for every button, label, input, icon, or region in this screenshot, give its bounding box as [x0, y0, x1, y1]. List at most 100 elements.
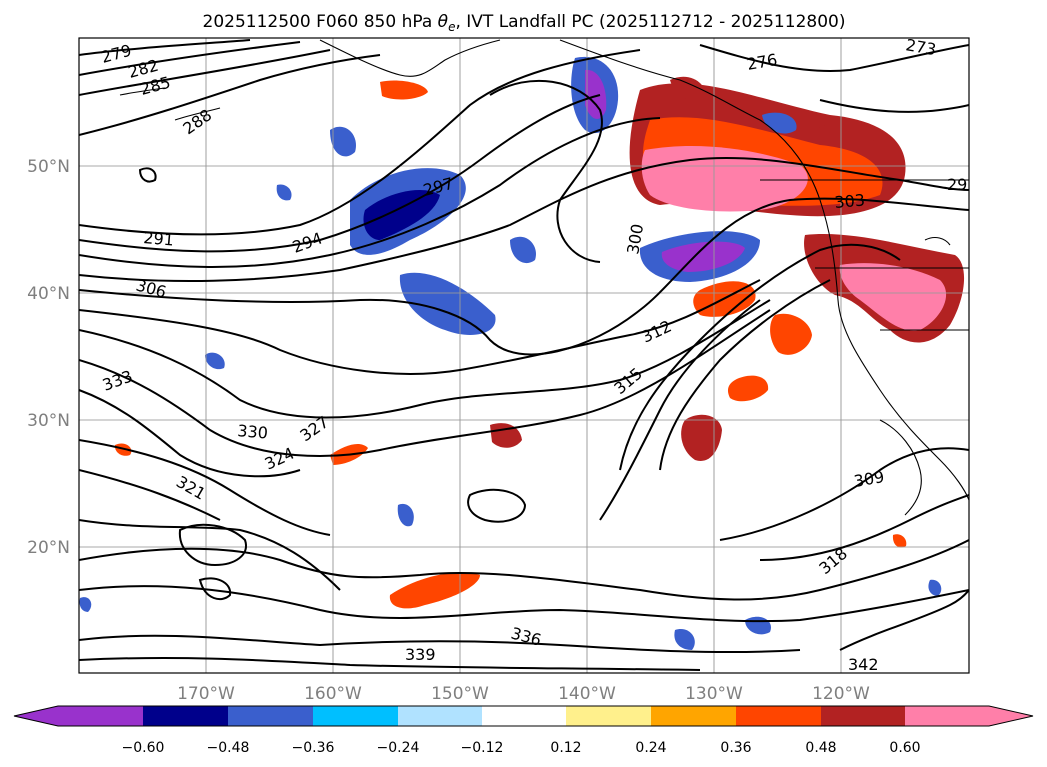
colorbar-segment: [651, 706, 736, 726]
colorbar-extend-low: [14, 706, 58, 726]
negative-anomaly-region: [397, 503, 414, 527]
contour-label: 29: [947, 175, 967, 194]
lon-label-130w: 130°W: [685, 684, 743, 704]
contour-line: [79, 94, 601, 253]
colorbar-segment: [143, 706, 228, 726]
contour-line: [79, 49, 641, 236]
contour-line: [719, 447, 969, 541]
title-suffix: , IVT Landfall PC (2025112712 - 20251128…: [455, 12, 845, 32]
positive-anomaly-region: [490, 423, 522, 448]
negative-anomaly-region: [399, 272, 496, 335]
contour-label: 273: [904, 35, 937, 59]
title-theta-symbol: θ: [438, 12, 449, 32]
contour-line: [489, 79, 603, 263]
positive-anomaly-region: [389, 572, 480, 609]
contour-line: [79, 54, 381, 136]
contour-line: [79, 279, 761, 375]
lon-label-150w: 150°W: [431, 684, 489, 704]
lat-label-40n: 40°N: [27, 284, 70, 304]
negative-anomaly-region: [276, 184, 292, 201]
contour-line: [79, 157, 969, 283]
contour-label: 342: [848, 655, 879, 674]
gridlines: [79, 38, 969, 673]
coastline: [879, 419, 922, 516]
contour-line: [619, 243, 901, 471]
colorbar-segment: [736, 706, 821, 726]
colorbar: −0.60 −0.48 −0.36 −0.24 −0.12 0.12 0.24 …: [13, 705, 1034, 756]
latitude-labels: 20°N 30°N 40°N 50°N: [27, 157, 70, 558]
colorbar-segment: [398, 706, 482, 726]
contour-line: [659, 279, 831, 471]
colorbar-segment: [566, 706, 651, 726]
colorbar-segment: [482, 706, 566, 726]
colorbar-outline: [13, 705, 1034, 727]
negative-anomaly-region: [661, 241, 745, 272]
contour-line: [79, 439, 331, 536]
coastline: [174, 107, 221, 121]
positive-anomaly-region: [815, 122, 880, 144]
negative-anomaly-region: [585, 69, 607, 120]
contour-label: 330: [237, 421, 269, 443]
negative-anomaly-region: [205, 352, 225, 370]
coastline: [924, 236, 951, 246]
positive-anomaly-region: [839, 263, 947, 331]
contour-line: [178, 523, 247, 567]
shading-layer: [79, 56, 965, 650]
contour-line: [79, 49, 331, 96]
colorbar-segment: [228, 706, 313, 726]
title-theta-subscript: e: [448, 20, 455, 34]
positive-anomaly-region: [380, 80, 428, 100]
colorbar-tick-label: 0.48: [805, 740, 836, 756]
colorbar-segment: [821, 706, 905, 726]
positive-anomaly-region: [670, 76, 706, 102]
lon-label-160w: 160°W: [304, 684, 362, 704]
colorbar-segment: [905, 706, 989, 726]
contour-line: [79, 39, 251, 56]
contour-line: [138, 167, 157, 183]
negative-anomaly-region: [928, 579, 942, 596]
contour-line: [759, 494, 969, 561]
negative-anomaly-region: [79, 597, 92, 612]
title-prefix: 2025112500 F060 850 hPa: [203, 12, 438, 32]
positive-anomaly-region: [770, 313, 812, 355]
contour-line: [79, 656, 701, 671]
coastline: [319, 39, 501, 77]
contour-label: 291: [143, 228, 175, 250]
colorbar-tick-label: −0.36: [292, 740, 335, 756]
colorbar-tick-label: −0.12: [461, 740, 504, 756]
negative-anomaly-region: [363, 190, 440, 240]
contour-line: [467, 488, 527, 523]
colorbar-segment: [313, 706, 398, 726]
longitude-labels: 170°W 160°W 150°W 140°W 130°W 120°W: [177, 684, 870, 704]
lon-label-140w: 140°W: [558, 684, 616, 704]
lat-label-50n: 50°N: [27, 157, 70, 177]
contour-line: [79, 309, 771, 457]
contour-label: 339: [405, 645, 436, 664]
colorbar-tick-label: −0.60: [122, 740, 165, 756]
negative-anomaly-region: [674, 629, 695, 650]
positive-anomaly-region: [892, 534, 907, 548]
negative-anomaly-region: [510, 236, 536, 264]
figure-title: 2025112500 F060 850 hPa θe, IVT Landfall…: [203, 12, 846, 34]
colorbar-tick-label: 0.24: [635, 740, 666, 756]
colorbar-tick-label: 0.36: [720, 740, 751, 756]
contour-line: [79, 117, 661, 268]
contour-line: [79, 389, 301, 478]
contour-line: [79, 41, 301, 76]
contour-line: [79, 539, 969, 601]
contour-label: 303: [834, 190, 866, 212]
contour-line: [79, 634, 801, 654]
theta-e-contours: [79, 39, 969, 671]
colorbar-tick-label: 0.60: [889, 740, 920, 756]
contour-line: [839, 589, 969, 651]
colorbar-segment: [58, 706, 143, 726]
colorbar-tick-label: 0.12: [550, 740, 581, 756]
contour-line: [79, 519, 341, 591]
colorbar-tick-label: −0.24: [377, 740, 420, 756]
contour-line: [79, 585, 969, 623]
positive-anomaly-region: [641, 145, 808, 212]
coastline: [119, 87, 166, 96]
lon-label-120w: 120°W: [812, 684, 870, 704]
map-frame: [78, 37, 970, 674]
